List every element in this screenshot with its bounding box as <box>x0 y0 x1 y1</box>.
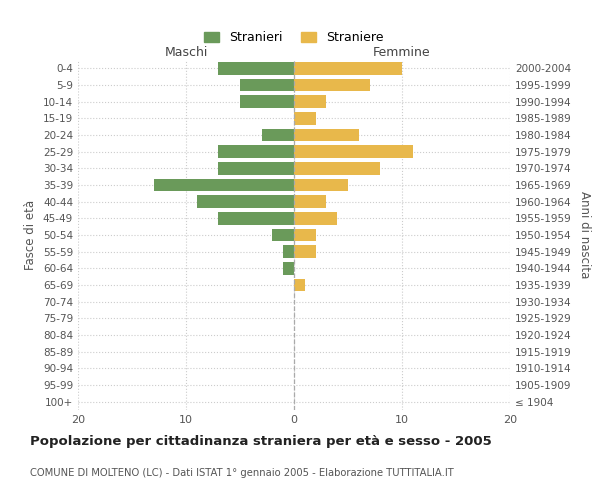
Bar <box>218 62 294 74</box>
Bar <box>294 279 305 291</box>
Bar <box>240 79 294 92</box>
Bar <box>294 146 413 158</box>
Bar <box>294 62 402 74</box>
Text: Femmine: Femmine <box>373 46 431 59</box>
Bar <box>294 79 370 92</box>
Bar <box>197 196 294 208</box>
Bar <box>294 212 337 224</box>
Bar <box>294 229 316 241</box>
Bar <box>154 179 294 192</box>
Bar <box>294 246 316 258</box>
Bar <box>294 196 326 208</box>
Y-axis label: Fasce di età: Fasce di età <box>25 200 37 270</box>
Bar <box>218 146 294 158</box>
Bar <box>294 129 359 141</box>
Text: Popolazione per cittadinanza straniera per età e sesso - 2005: Popolazione per cittadinanza straniera p… <box>30 435 492 448</box>
Bar <box>294 112 316 124</box>
Text: COMUNE DI MOLTENO (LC) - Dati ISTAT 1° gennaio 2005 - Elaborazione TUTTITALIA.IT: COMUNE DI MOLTENO (LC) - Dati ISTAT 1° g… <box>30 468 454 477</box>
Text: Maschi: Maschi <box>164 46 208 59</box>
Bar <box>218 162 294 174</box>
Bar <box>240 96 294 108</box>
Bar <box>294 162 380 174</box>
Y-axis label: Anni di nascita: Anni di nascita <box>578 192 591 278</box>
Bar <box>272 229 294 241</box>
Bar <box>262 129 294 141</box>
Bar <box>294 96 326 108</box>
Bar <box>283 246 294 258</box>
Bar <box>283 262 294 274</box>
Bar <box>218 212 294 224</box>
Bar <box>294 179 348 192</box>
Legend: Stranieri, Straniere: Stranieri, Straniere <box>199 26 389 49</box>
